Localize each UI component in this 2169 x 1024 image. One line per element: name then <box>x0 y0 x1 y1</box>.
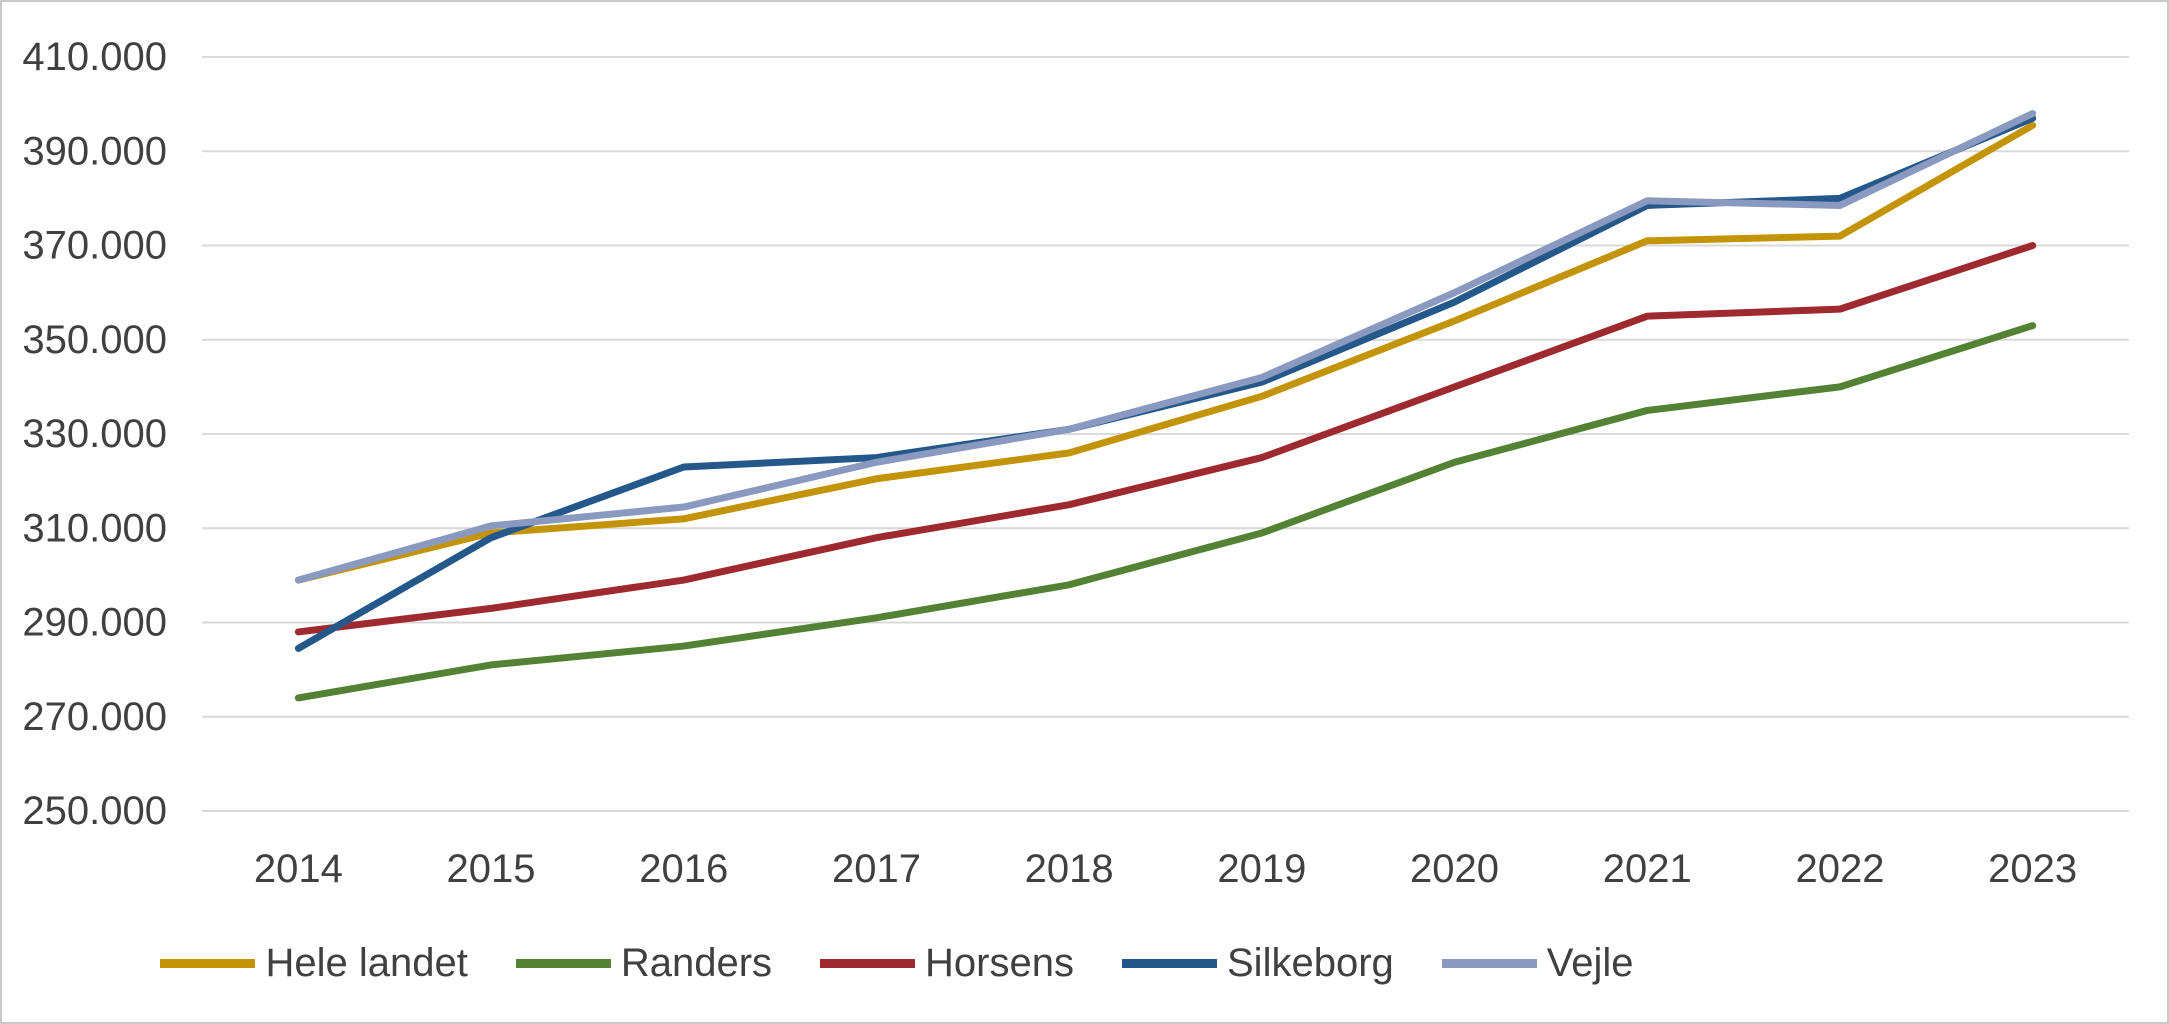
x-tick-label: 2017 <box>832 847 921 891</box>
y-tick-label: 370.000 <box>22 224 167 268</box>
legend-item-horsens: Horsens <box>820 941 1074 986</box>
legend-label-horsens: Horsens <box>925 941 1074 985</box>
x-tick-label: 2016 <box>639 847 728 891</box>
y-tick-label: 330.000 <box>22 412 167 456</box>
x-tick-label: 2023 <box>1988 847 2077 891</box>
legend-item-silkeborg: Silkeborg <box>1122 941 1394 986</box>
y-tick-label: 290.000 <box>22 601 167 645</box>
y-tick-label: 410.000 <box>22 35 167 79</box>
series-line-hele-landet <box>294 121 2037 584</box>
y-tick-label: 310.000 <box>22 506 167 550</box>
legend-swatch-vejle <box>1441 959 1537 968</box>
legend-swatch-silkeborg <box>1122 959 1217 968</box>
legend-label-vejle: Vejle <box>1546 941 1634 985</box>
series-line-silkeborg <box>294 114 2037 652</box>
y-tick-label: 270.000 <box>22 695 167 739</box>
y-tick-label: 250.000 <box>22 789 167 833</box>
x-tick-label: 2022 <box>1795 847 1884 891</box>
legend-label-silkeborg: Silkeborg <box>1227 941 1394 985</box>
legend-label-randers: Randers <box>620 941 773 985</box>
legend-item-vejle: Vejle <box>1441 941 1634 986</box>
x-tick-label: 2014 <box>254 847 343 891</box>
x-tick-label: 2018 <box>1025 847 1114 891</box>
y-tick-label: 350.000 <box>22 318 167 362</box>
legend-swatch-horsens <box>820 959 916 968</box>
y-tick-label: 390.000 <box>22 129 167 173</box>
x-tick-label: 2015 <box>447 847 536 891</box>
chart-legend: Hele landet Randers Horsens Silkeborg Vejle <box>2 941 1792 986</box>
series-line-randers <box>294 322 2037 702</box>
x-tick-label: 2021 <box>1603 847 1692 891</box>
series-line-vejle <box>294 110 2037 584</box>
legend-swatch-randers <box>515 959 611 968</box>
series-line-horsens <box>294 242 2037 636</box>
x-tick-label: 2020 <box>1410 847 1499 891</box>
legend-item-randers: Randers <box>515 941 773 986</box>
x-tick-label: 2019 <box>1217 847 1306 891</box>
legend-item-hele-landet: Hele landet <box>160 941 468 986</box>
legend-label-hele-landet: Hele landet <box>265 941 468 985</box>
legend-swatch-hele-landet <box>160 959 256 968</box>
